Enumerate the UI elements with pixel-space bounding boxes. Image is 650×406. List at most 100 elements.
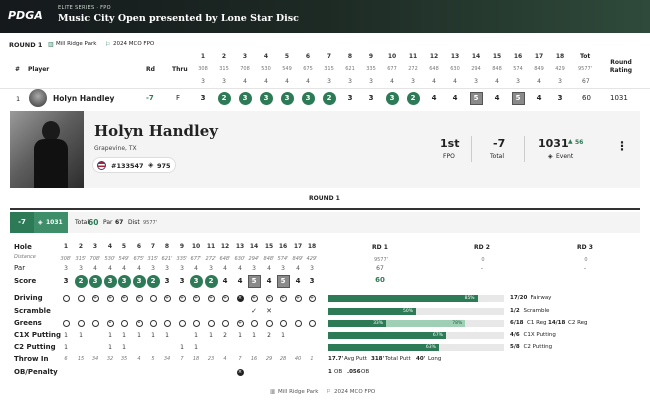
- stat-fill: 67%: [328, 332, 446, 339]
- stat-value: 17/20: [510, 295, 528, 301]
- green-miss-icon: [294, 320, 302, 327]
- row-label-hole: Hole: [14, 243, 32, 251]
- hole-distance: 549: [282, 66, 292, 72]
- c2-reg-icon: +: [236, 320, 244, 327]
- player-avatar-small[interactable]: [29, 89, 47, 107]
- hole-distance: 335: [366, 66, 376, 72]
- throw-in-distance: 15: [77, 356, 85, 362]
- detail-par: 3: [64, 265, 68, 272]
- event-rating-value: 1031: [538, 137, 569, 150]
- detail-score: 3: [189, 275, 203, 288]
- event-title: Music City Open presented by Lone Star D…: [58, 13, 299, 24]
- detail-par: 4: [194, 265, 198, 272]
- fairway-hit-icon: +: [120, 295, 128, 302]
- detail-hole: 14: [249, 243, 259, 250]
- detail-hole: 15: [264, 243, 274, 250]
- detail-hole: 7: [150, 243, 156, 250]
- round-col-dist: 0: [481, 257, 485, 263]
- hole-number: 15: [492, 53, 502, 60]
- detail-hole: 10: [191, 243, 201, 250]
- map-icon: ▥: [270, 389, 276, 395]
- more-menu-icon[interactable]: ⋮: [616, 139, 628, 153]
- row-label-scramble: Scramble: [14, 307, 51, 315]
- fairway-hit-icon: +: [221, 295, 229, 302]
- hole-number: 3: [242, 53, 248, 60]
- row-label-throw_in: Throw In: [14, 355, 49, 363]
- c1x-putts: 1: [252, 332, 256, 339]
- footer-layout[interactable]: 2024 MCO FPO: [334, 389, 376, 395]
- layout-name[interactable]: 2024 MCO FPO: [113, 41, 155, 47]
- row-label-distance: Distance: [14, 254, 36, 260]
- green-miss-icon: [192, 320, 200, 327]
- pdga-number[interactable]: #133547: [111, 162, 144, 170]
- stat-value-2: 14/18: [548, 320, 566, 326]
- long-putt-label: Long: [428, 356, 442, 362]
- c2-putts: 1: [194, 344, 198, 351]
- stat-label: C1 Reg: [527, 320, 547, 326]
- round-col-label: RD 3: [577, 244, 593, 251]
- throw-in-distance: 34: [163, 356, 171, 362]
- detail-distance: 621': [161, 256, 173, 262]
- row-tot: 60: [582, 94, 591, 102]
- detail-distance: 574': [277, 256, 289, 262]
- detail-score: 5: [276, 275, 290, 288]
- row-label-ob: OB/Penalty: [14, 368, 58, 376]
- hole-par: 3: [222, 78, 226, 85]
- round-label[interactable]: ROUND 1: [9, 41, 43, 49]
- scramble-success-icon: ✓: [251, 307, 257, 315]
- place-division: FPO: [443, 153, 455, 160]
- course-name[interactable]: Mill Ridge Park: [56, 41, 97, 47]
- hole-score: 2: [322, 92, 336, 105]
- row-player-name[interactable]: Holyn Handley: [53, 94, 115, 103]
- hole-number: 9: [368, 53, 374, 60]
- stat-value: 5/8: [510, 344, 520, 350]
- detail-distance: 630': [234, 256, 246, 262]
- tab-round-1[interactable]: ROUND 1: [309, 195, 340, 202]
- detail-score: 3: [132, 275, 146, 288]
- detail-score: 3: [179, 277, 185, 285]
- detail-score: 2: [146, 275, 160, 288]
- round-col-par: 67: [376, 265, 384, 272]
- hole-distance: 315: [324, 66, 334, 72]
- detail-par: 4: [267, 265, 271, 272]
- fairway-hit-icon: +: [106, 295, 114, 302]
- green-miss-icon: [120, 320, 128, 327]
- detail-hole: 2: [78, 243, 84, 250]
- pdga-logo[interactable]: PDGA: [8, 9, 43, 22]
- round-col-par: -: [583, 265, 587, 272]
- ob-fairway-icon: ×: [236, 295, 244, 302]
- stat-value: 4/6: [510, 332, 520, 338]
- round-col-label: RD 2: [474, 244, 490, 251]
- hole-distance: 315: [219, 66, 229, 72]
- hole-score: 3: [259, 92, 273, 105]
- hole-score: 4: [452, 94, 458, 102]
- tot-par: 67: [582, 78, 590, 85]
- throw-in-distance: 4: [137, 356, 141, 362]
- hole-score: 5: [469, 92, 483, 105]
- summary-dist-label: Dist: [128, 219, 140, 226]
- hole-par: 4: [390, 78, 394, 85]
- stat-fill: 85%: [328, 295, 478, 302]
- c1x-putts: 1: [238, 332, 242, 339]
- footer-course[interactable]: Mill Ridge Park: [278, 389, 319, 395]
- hole-distance: 708: [240, 66, 250, 72]
- long-putt-value: 40': [416, 356, 426, 362]
- hole-score: 3: [368, 94, 374, 102]
- detail-hole: 3: [92, 243, 98, 250]
- c1x-putts: 1: [64, 332, 68, 339]
- event-label: Event: [556, 153, 574, 160]
- detail-score: 4: [266, 277, 272, 285]
- row-label-score: Score: [14, 277, 37, 285]
- summary-par-label: Par: [103, 219, 113, 226]
- detail-score: 3: [309, 277, 315, 285]
- event-header: PDGA ELITE SERIES · FPO Music City Open …: [0, 0, 650, 33]
- hole-number: 4: [263, 53, 269, 60]
- detail-score: 3: [63, 277, 69, 285]
- detail-distance: 315': [75, 256, 87, 262]
- green-miss-icon: [62, 320, 70, 327]
- avg-putt-label: Avg Putt: [344, 356, 367, 362]
- throw-in-distance: 5: [151, 356, 155, 362]
- throw-in-distance: 40: [294, 356, 302, 362]
- hole-number: 1: [200, 53, 206, 60]
- hole-distance: 294: [471, 66, 481, 72]
